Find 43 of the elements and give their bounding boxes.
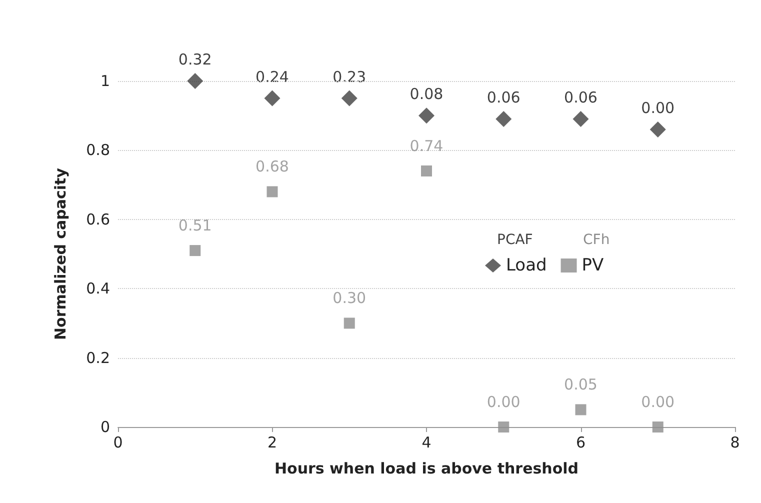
y-tick-label: 0.4 (86, 280, 110, 298)
point (344, 318, 355, 329)
x-tick-label: 6 (576, 434, 586, 452)
y-axis-title: Normalized capacity (52, 168, 70, 340)
point (652, 422, 664, 432)
point (498, 422, 510, 432)
point (266, 186, 278, 198)
y-tick-label: 0.2 (86, 348, 110, 367)
x-axis-title: Hours when load is above threshold (274, 460, 579, 478)
data-label: 0.30 (332, 289, 366, 308)
legend-label: Load (506, 256, 547, 276)
annotation: 0.08 (410, 85, 444, 104)
point (572, 111, 589, 128)
point (650, 121, 666, 138)
annotation: PCAF (497, 232, 533, 248)
data-label: 0.68 (256, 158, 289, 176)
annotation: 0.32 (178, 50, 212, 68)
point (190, 245, 201, 256)
x-tick-label: 0 (113, 434, 123, 452)
y-tick-label: 0.8 (86, 141, 110, 160)
data-label: 0.74 (410, 136, 444, 155)
annotation: 0.06 (486, 88, 520, 107)
annotation: 0.00 (641, 98, 675, 117)
legend-label: PV (582, 256, 604, 276)
y-tick-label: 0.6 (86, 210, 110, 228)
point (418, 108, 434, 124)
data-label: 0.51 (178, 216, 212, 235)
y-tick-label: 0 (100, 418, 110, 436)
data-label: 0.00 (641, 393, 675, 411)
point (341, 90, 358, 106)
data-label: 0.00 (486, 393, 520, 411)
data-label: 0.05 (564, 376, 598, 394)
annotation: CFh (583, 232, 610, 248)
point (575, 404, 586, 416)
point (264, 90, 280, 106)
annotation: 0.06 (564, 88, 598, 107)
x-tick-label: 8 (730, 434, 740, 452)
point (496, 111, 512, 128)
x-tick-label: 2 (267, 434, 278, 452)
point (187, 73, 204, 89)
x-tick-label: 4 (422, 434, 432, 452)
point (421, 165, 432, 176)
y-tick-label: 1 (100, 72, 110, 90)
